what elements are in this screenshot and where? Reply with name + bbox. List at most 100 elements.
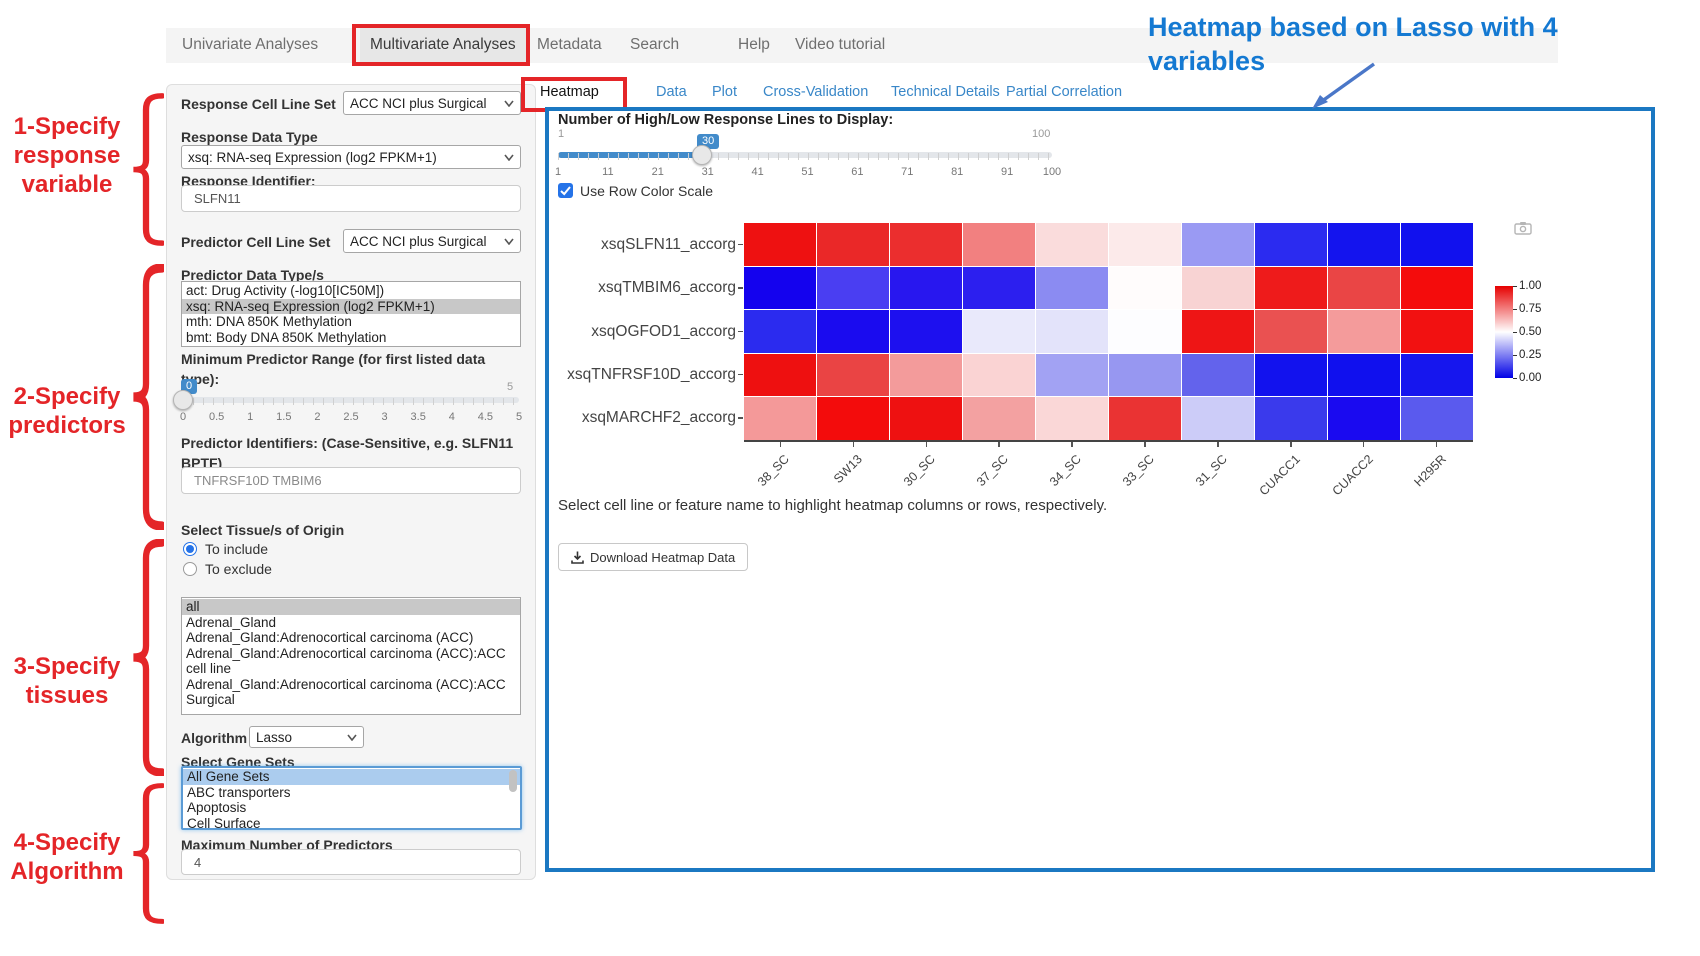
heatmap-cell[interactable]: [1255, 353, 1327, 397]
heatmap-cell[interactable]: [817, 353, 889, 397]
heatmap-cell[interactable]: [890, 223, 962, 266]
heatmap-cell[interactable]: [963, 397, 1035, 440]
tissue-include-radio[interactable]: [183, 542, 197, 556]
heatmap-cell[interactable]: [1401, 353, 1473, 397]
tab-cross-validation[interactable]: Cross-Validation: [763, 84, 869, 100]
heatmap-cell[interactable]: [817, 266, 889, 310]
heatmap-row-label[interactable]: xsqTNFRSF10D_accorg: [567, 365, 736, 383]
predictor-identifiers-input[interactable]: [181, 467, 521, 494]
heatmap-cell[interactable]: [1109, 223, 1181, 266]
predictor-data-type-option[interactable]: act: Drug Activity (-log10[IC50M]): [186, 283, 385, 298]
nav-multivariate-analyses[interactable]: Multivariate Analyses: [360, 28, 526, 62]
nav-univariate-analyses[interactable]: Univariate Analyses: [182, 36, 319, 53]
heatmap-cell[interactable]: [890, 266, 962, 310]
main-slider-handle[interactable]: [692, 145, 712, 165]
gene-sets-listbox[interactable]: All Gene Sets ABC transporters Apoptosis Ce…: [181, 766, 522, 830]
gene-sets-scrollbar[interactable]: [509, 770, 517, 792]
tissues-listbox[interactable]: all Adrenal_Gland Adrenal_Gland:Adrenocort…: [181, 597, 521, 715]
heatmap-row-label[interactable]: xsqTMBIM6_accorg: [598, 279, 736, 297]
tab-partial-correlation[interactable]: Partial Correlation: [1006, 84, 1123, 100]
heatmap-cell[interactable]: [1109, 266, 1181, 310]
tissue-option[interactable]: all: [182, 599, 520, 615]
side-slider-handle[interactable]: [173, 390, 193, 410]
response-identifier-input[interactable]: [181, 185, 521, 212]
heatmap-cell[interactable]: [890, 310, 962, 353]
nav-video-tutorial[interactable]: Video tutorial: [795, 36, 886, 53]
heatmap-cell[interactable]: [1401, 266, 1473, 310]
heatmap-cell[interactable]: [1036, 223, 1108, 266]
predictor-data-type-option[interactable]: xsq: RNA-seq Expression (log2 FPKM+1): [182, 298, 520, 314]
heatmap-cell[interactable]: [1255, 223, 1327, 266]
heatmap-cell[interactable]: [744, 310, 816, 353]
row-color-scale-label[interactable]: Use Row Color Scale: [580, 183, 714, 199]
heatmap-cell[interactable]: [1109, 353, 1181, 397]
heatmap-cell[interactable]: [1036, 397, 1108, 440]
heatmap-cell[interactable]: [1401, 223, 1473, 266]
predictor-data-type-option[interactable]: bmt: Body DNA 850K Methylation: [186, 329, 387, 345]
predictor-cell-line-set-select[interactable]: ACC NCI plus Surgical: [343, 229, 521, 253]
predictor-data-types-listbox[interactable]: act: Drug Activity (-log10[IC50M]) xsq: R…: [181, 281, 521, 347]
max-predictors-input[interactable]: [181, 849, 521, 875]
heatmap-cell[interactable]: [1255, 397, 1327, 440]
nav-search[interactable]: Search: [630, 36, 680, 53]
heatmap-cell[interactable]: [817, 397, 889, 440]
heatmap-cell[interactable]: [1328, 353, 1400, 397]
heatmap-cell[interactable]: [744, 266, 816, 310]
heatmap-row-label[interactable]: xsqOGFOD1_accorg: [591, 322, 736, 340]
heatmap-cell[interactable]: [1255, 310, 1327, 353]
tissue-option[interactable]: Adrenal_Gland:Adrenocortical carcinoma (…: [186, 676, 506, 708]
tissue-option[interactable]: Adrenal_Gland:Adrenocortical carcinoma (…: [186, 630, 474, 645]
heatmap-cell[interactable]: [1401, 310, 1473, 353]
tissue-exclude-label[interactable]: To exclude: [205, 561, 272, 577]
heatmap-cell[interactable]: [1182, 266, 1254, 310]
heatmap-cell[interactable]: [744, 223, 816, 266]
heatmap-cell[interactable]: [1182, 353, 1254, 397]
heatmap-cell[interactable]: [1036, 310, 1108, 353]
heatmap-cell[interactable]: [1401, 397, 1473, 440]
heatmap-cell[interactable]: [1328, 266, 1400, 310]
heatmap-cell[interactable]: [1036, 266, 1108, 310]
heatmap-cell[interactable]: [890, 397, 962, 440]
tissue-include-label[interactable]: To include: [205, 541, 269, 557]
download-heatmap-data-button[interactable]: Download Heatmap Data: [558, 543, 749, 571]
heatmap-cell[interactable]: [890, 353, 962, 397]
gene-set-option[interactable]: All Gene Sets: [183, 769, 520, 785]
heatmap-cell[interactable]: [1109, 397, 1181, 440]
heatmap-cell[interactable]: [1036, 353, 1108, 397]
gene-set-option[interactable]: Cell Surface: [187, 815, 261, 830]
row-color-scale-checkbox[interactable]: [558, 183, 573, 198]
heatmap-cell[interactable]: [1109, 310, 1181, 353]
response-cell-line-set-select[interactable]: ACC NCI plus Surgical: [343, 91, 521, 115]
heatmap-row-label[interactable]: xsqMARCHF2_accorg: [581, 409, 736, 427]
heatmap-cell[interactable]: [1328, 223, 1400, 266]
heatmap-cell[interactable]: [817, 310, 889, 353]
heatmap-cell[interactable]: [963, 223, 1035, 266]
camera-icon[interactable]: [1514, 221, 1532, 235]
heatmap-cell[interactable]: [963, 310, 1035, 353]
heatmap-cell[interactable]: [744, 397, 816, 440]
gene-set-option[interactable]: ABC transporters: [187, 784, 291, 800]
heatmap-cell[interactable]: [744, 353, 816, 397]
nav-metadata[interactable]: Metadata: [537, 36, 602, 53]
heatmap-cell[interactable]: [1182, 223, 1254, 266]
response-data-type-select[interactable]: xsq: RNA-seq Expression (log2 FPKM+1): [181, 145, 521, 169]
algorithm-select[interactable]: Lasso: [249, 726, 364, 748]
heatmap-cell[interactable]: [1328, 397, 1400, 440]
tissue-option[interactable]: Adrenal_Gland:Adrenocortical carcinoma (…: [186, 645, 506, 677]
predictor-data-type-option[interactable]: mth: DNA 850K Methylation: [186, 314, 352, 329]
heatmap-cell[interactable]: [963, 266, 1035, 310]
nav-help[interactable]: Help: [738, 36, 770, 53]
tab-plot[interactable]: Plot: [712, 84, 737, 100]
gene-set-option[interactable]: Apoptosis: [187, 800, 247, 815]
heatmap-cell[interactable]: [1182, 310, 1254, 353]
tab-data[interactable]: Data: [656, 84, 687, 100]
tissue-exclude-radio[interactable]: [183, 562, 197, 576]
heatmap-row-label[interactable]: xsqSLFN11_accorg: [601, 235, 736, 253]
tab-heatmap[interactable]: Heatmap: [540, 84, 599, 100]
tab-technical-details[interactable]: Technical Details: [891, 84, 1000, 100]
heatmap-cell[interactable]: [1182, 397, 1254, 440]
heatmap-cell[interactable]: [1255, 266, 1327, 310]
heatmap-cell[interactable]: [817, 223, 889, 266]
heatmap-cell[interactable]: [963, 353, 1035, 397]
tissue-option[interactable]: Adrenal_Gland: [186, 614, 277, 630]
